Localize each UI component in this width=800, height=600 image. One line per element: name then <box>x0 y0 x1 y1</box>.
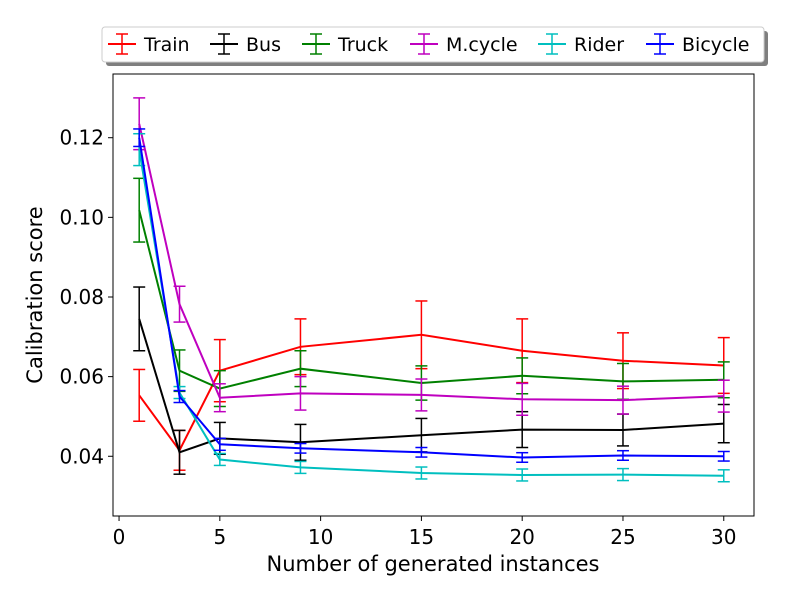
x-tick-label: 20 <box>509 525 534 549</box>
error-bar-bicycle <box>294 442 307 454</box>
x-tick-label: 30 <box>711 525 736 549</box>
series-line-train <box>138 333 724 453</box>
plot-frame <box>112 73 755 517</box>
x-tick-label: 10 <box>308 525 333 549</box>
error-bar-train <box>133 368 146 422</box>
error-bar-bicycle <box>173 389 186 404</box>
legend-item-bus: Bus <box>210 33 281 56</box>
error-bar-bus <box>133 286 146 352</box>
error-bar-bicycle <box>415 446 428 458</box>
error-bar-m-cycle <box>616 385 629 415</box>
error-bar-bicycle <box>717 450 730 462</box>
legend-item-bicycle: Bicycle <box>646 33 749 56</box>
series-truck <box>133 177 730 408</box>
y-tick-label: 0.12 <box>59 126 104 150</box>
error-bar-m-cycle <box>516 382 529 417</box>
error-bar-m-cycle <box>717 379 730 413</box>
series-m-cycle <box>133 97 730 417</box>
error-bar-bus <box>173 429 186 475</box>
y-tick-label: 0.10 <box>59 205 104 229</box>
error-bar-bicycle <box>516 451 529 463</box>
legend-label-m-cycle: M.cycle <box>446 34 518 56</box>
legend-item-m-cycle: M.cycle <box>410 33 518 56</box>
error-bar-m-cycle <box>213 383 226 413</box>
legend-label-truck: Truck <box>337 34 388 56</box>
y-tick-label: 0.08 <box>59 285 104 309</box>
error-bar-rider <box>415 466 428 480</box>
x-tick-label: 0 <box>113 525 126 549</box>
error-bar-m-cycle <box>173 285 186 323</box>
error-bar-bus <box>294 423 307 462</box>
series-line-bicycle <box>138 137 724 459</box>
error-bar-bicycle <box>133 128 146 148</box>
legend: Train Bus Truck M.cycle Rider Bicycle <box>101 26 768 66</box>
y-axis-label: Calibration score <box>23 206 47 383</box>
x-tick-label: 15 <box>409 525 434 549</box>
error-bar-rider <box>616 467 629 482</box>
error-bar-rider <box>717 469 730 483</box>
legend-label-bus: Bus <box>246 34 281 56</box>
error-bar-bicycle <box>213 437 226 452</box>
legend-item-train: Train <box>108 33 190 56</box>
series-bicycle <box>133 128 730 463</box>
series-line-rider <box>138 149 724 477</box>
legend-label-bicycle: Bicycle <box>682 34 749 56</box>
x-tick-label: 5 <box>213 525 226 549</box>
series-line-bus <box>138 318 724 454</box>
series-line-m-cycle <box>138 123 724 402</box>
x-axis-label: Number of generated instances <box>267 552 600 576</box>
y-tick-label: 0.06 <box>59 365 104 389</box>
error-bar-m-cycle <box>415 378 428 412</box>
series-line-truck <box>138 209 724 390</box>
legend-label-train: Train <box>143 34 190 56</box>
legend-item-rider: Rider <box>538 33 624 56</box>
legend-label-rider: Rider <box>574 34 624 56</box>
error-bar-bicycle <box>616 449 629 462</box>
x-tick-label: 25 <box>610 525 635 549</box>
error-bar-rider <box>516 468 529 482</box>
error-bar-truck <box>133 177 146 243</box>
error-bar-m-cycle <box>294 375 307 411</box>
legend-item-truck: Truck <box>302 33 388 56</box>
error-bar-rider <box>213 452 226 467</box>
error-bar-rider <box>294 460 307 475</box>
y-tick-label: 0.04 <box>59 444 104 468</box>
